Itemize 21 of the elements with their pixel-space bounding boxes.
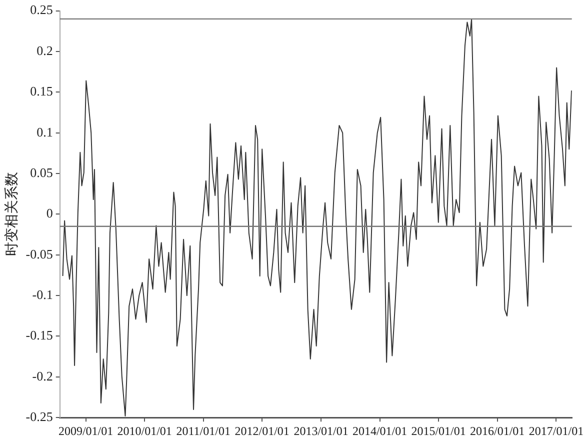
y-tick-label: -0.2	[32, 368, 53, 384]
x-tick-label: 2011/01/01	[176, 424, 230, 438]
y-tick-label: -0.25	[26, 409, 53, 424]
y-tick-label: 0.15	[30, 84, 53, 99]
x-tick-label: 2016/01/01	[470, 424, 525, 438]
y-tick-label: 0.05	[30, 164, 53, 180]
y-axis-title: 时变相关系数	[4, 172, 20, 256]
x-tick-label: 2012/01/01	[234, 424, 290, 438]
x-tick-label: 2015/01/01	[411, 424, 466, 438]
x-tick-label: 2014/01/01	[352, 424, 408, 438]
y-tick-label: -0.15	[26, 328, 53, 343]
x-tick-label: 2017/01/01	[528, 424, 584, 438]
y-tick-label: 0.1	[36, 124, 53, 140]
y-tick-label: -0.1	[32, 286, 53, 302]
x-tick-label: 2010/01/01	[117, 424, 172, 438]
y-tick-label: 0.2	[36, 42, 53, 58]
x-tick-label: 2009/01/01	[58, 424, 114, 438]
x-tick-label: 2013/01/01	[294, 424, 348, 438]
y-tick-label: 0.25	[30, 2, 53, 18]
y-tick-label: -0.05	[26, 246, 53, 262]
y-tick-label: 0	[46, 206, 53, 221]
